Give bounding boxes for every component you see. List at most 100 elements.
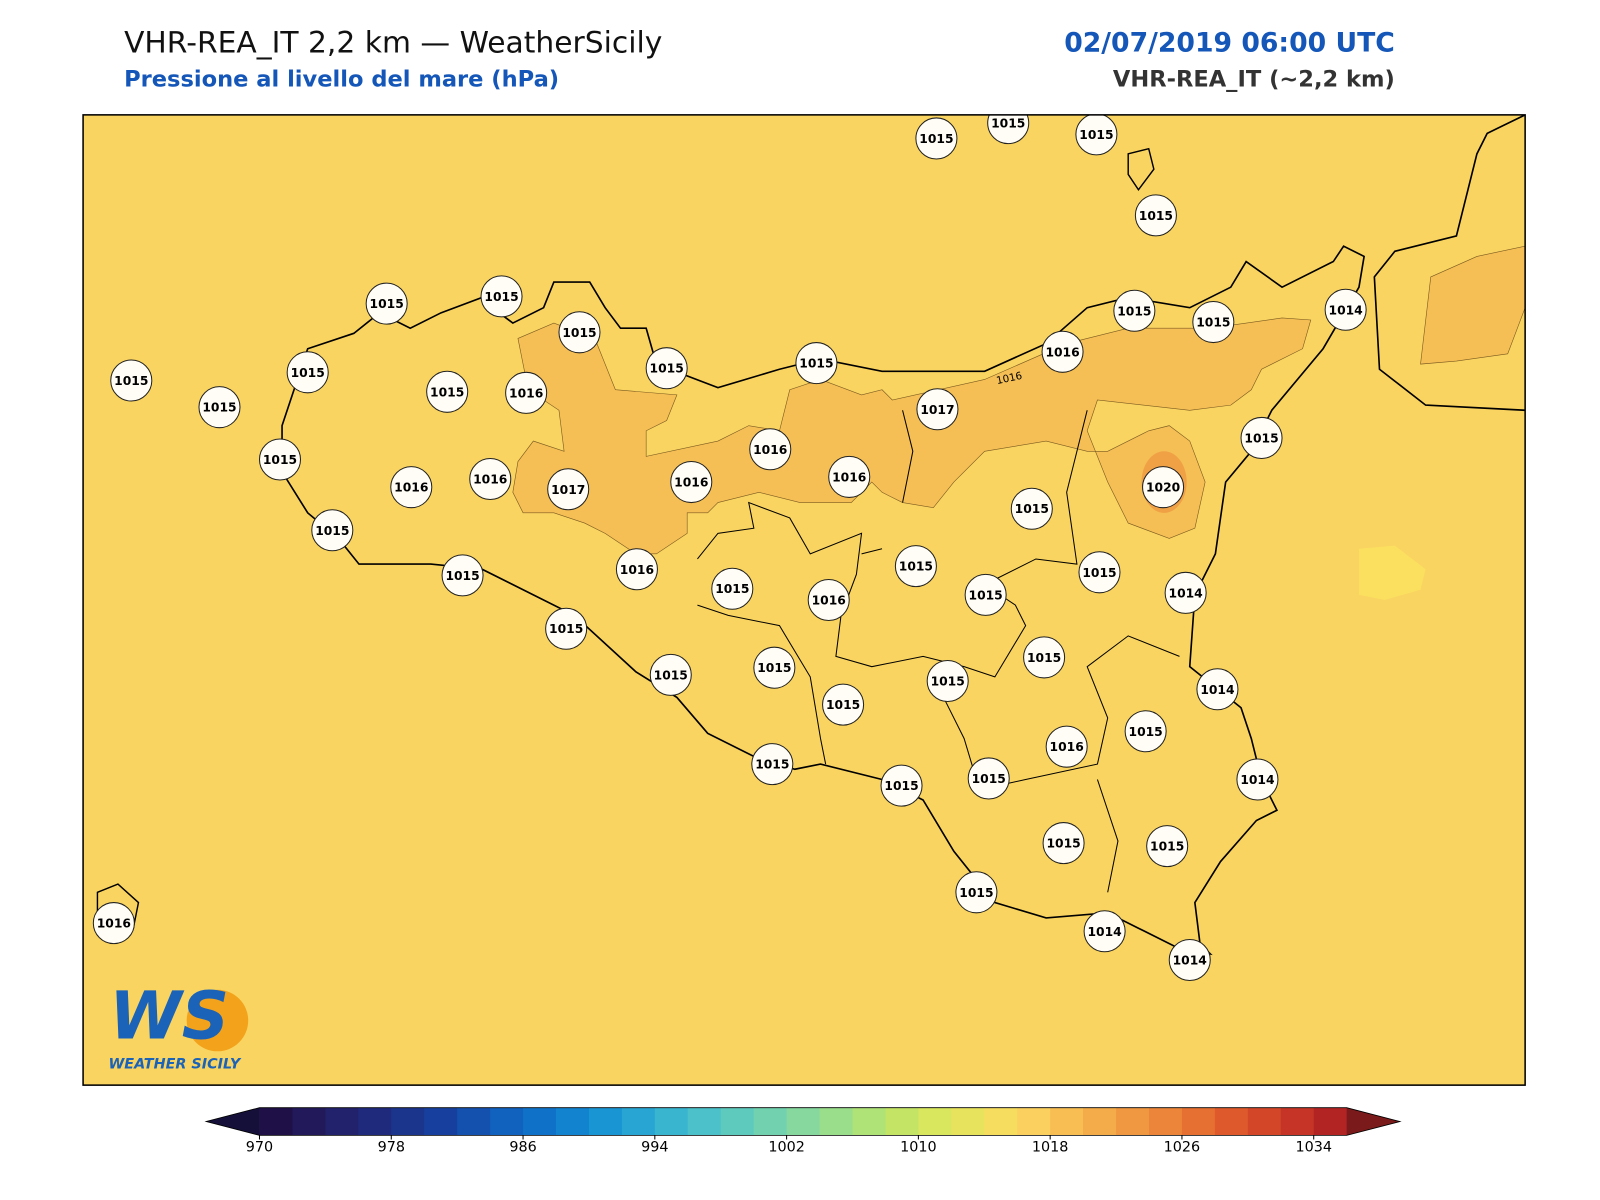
colorbar-bin [918, 1107, 952, 1136]
station-marker [426, 370, 469, 413]
station-marker [258, 438, 302, 481]
colorbar-bin [588, 1107, 623, 1136]
station-marker [390, 466, 433, 509]
station-value: 1015 [549, 622, 583, 636]
coastline [1373, 114, 1526, 412]
station-marker [1083, 910, 1126, 953]
colorbar-bin [259, 1107, 293, 1136]
station-marker [1124, 710, 1167, 753]
station-value: 1015 [430, 385, 464, 399]
station-marker [987, 114, 1030, 145]
colorbar-bin [1116, 1107, 1150, 1136]
colorbar-bin [1247, 1107, 1282, 1136]
station-value: 1015 [1117, 304, 1151, 318]
logo-sun [186, 989, 249, 1052]
colorbar-bin [424, 1107, 458, 1136]
station-value: 1015 [919, 132, 953, 146]
title: VHR-REA_IT 2,2 km — WeatherSicily [124, 26, 662, 61]
station-marker [751, 743, 794, 786]
station-marker [558, 311, 601, 354]
station-marker [828, 455, 871, 498]
station-marker [795, 342, 838, 385]
colorbar-bin [786, 1107, 821, 1136]
station-marker [441, 554, 484, 597]
station-marker [649, 653, 692, 696]
colorbar-bin [1280, 1107, 1315, 1136]
station-value: 1016 [753, 443, 787, 457]
station-value: 1015 [1196, 316, 1230, 330]
station-value: 1015 [291, 366, 325, 380]
station-value: 1014 [1329, 303, 1363, 317]
station-marker [1075, 114, 1118, 156]
station-marker [365, 282, 408, 325]
station-marker [286, 351, 329, 394]
station-marker [822, 683, 865, 726]
colorbar-outline [204, 1107, 1402, 1136]
colorbar-bin [555, 1107, 590, 1136]
station-value: 1015 [969, 588, 1003, 602]
station-value: 1015 [484, 290, 518, 304]
station-value: 1015 [1244, 431, 1278, 445]
stations: 1015 1015 1015 1015 1015 1015 1015 1014 1015 1015… [92, 114, 1367, 982]
colorbar-bin [1214, 1107, 1249, 1136]
station-marker [749, 428, 792, 471]
station-marker [469, 457, 512, 500]
colorbar-bin [1181, 1107, 1216, 1136]
station-marker [955, 871, 998, 914]
station-value: 1016 [473, 473, 507, 487]
station-value: 1015 [931, 675, 965, 689]
station-marker [1010, 487, 1053, 530]
station-value: 1017 [551, 483, 585, 497]
station-value: 1015 [1129, 725, 1163, 739]
station-marker [880, 764, 923, 807]
colorbar-bin [720, 1107, 755, 1136]
station-value: 1015 [1046, 837, 1080, 851]
colorbar-bin [753, 1107, 788, 1136]
logo: WS WEATHER SICILY [108, 979, 249, 1073]
colorbar-bin [1050, 1107, 1084, 1136]
station-marker [964, 573, 1007, 616]
station-marker [1240, 416, 1283, 459]
station-marker [894, 545, 937, 588]
colorbar-bin [490, 1107, 524, 1136]
island [1127, 147, 1155, 191]
colorbar-bin [687, 1107, 722, 1136]
station-marker [1045, 725, 1088, 768]
colorbar-tick-label: 1026 [1164, 1140, 1201, 1156]
station-marker [1324, 288, 1367, 331]
station-marker [1042, 822, 1085, 865]
colorbar-bin [292, 1107, 326, 1136]
contour-area [1358, 545, 1426, 600]
station-marker [807, 578, 850, 622]
station-value: 1016 [674, 476, 708, 490]
station-marker [1078, 551, 1121, 594]
station-value: 1017 [920, 403, 954, 417]
station-value: 1015 [650, 362, 684, 376]
station-marker [753, 646, 796, 689]
colorbar-bin [325, 1107, 359, 1136]
station-marker [926, 660, 969, 703]
station-value: 1015 [315, 524, 349, 538]
station-value: 1015 [899, 560, 933, 574]
colorbar-bin [885, 1107, 919, 1136]
station-marker [1146, 825, 1189, 868]
station-value: 1014 [1200, 683, 1234, 697]
colorbar-bin [523, 1107, 557, 1136]
logo-name: WEATHER SICILY [108, 1057, 241, 1073]
station-value: 1015 [1139, 209, 1173, 223]
station-value: 1015 [715, 582, 749, 596]
station-value: 1015 [799, 357, 833, 371]
station-marker [1196, 668, 1239, 711]
station-marker [547, 468, 590, 511]
station-value: 1015 [991, 117, 1025, 131]
map-frame [82, 114, 1526, 1086]
station-marker [915, 117, 958, 160]
station-value: 1014 [1240, 773, 1274, 787]
colorbar-tick-label: 1002 [768, 1140, 805, 1156]
station-value: 1015 [114, 374, 148, 388]
colorbar-bin [984, 1107, 1018, 1136]
station-value: 1015 [1015, 502, 1049, 516]
colorbar-bin [358, 1107, 392, 1136]
